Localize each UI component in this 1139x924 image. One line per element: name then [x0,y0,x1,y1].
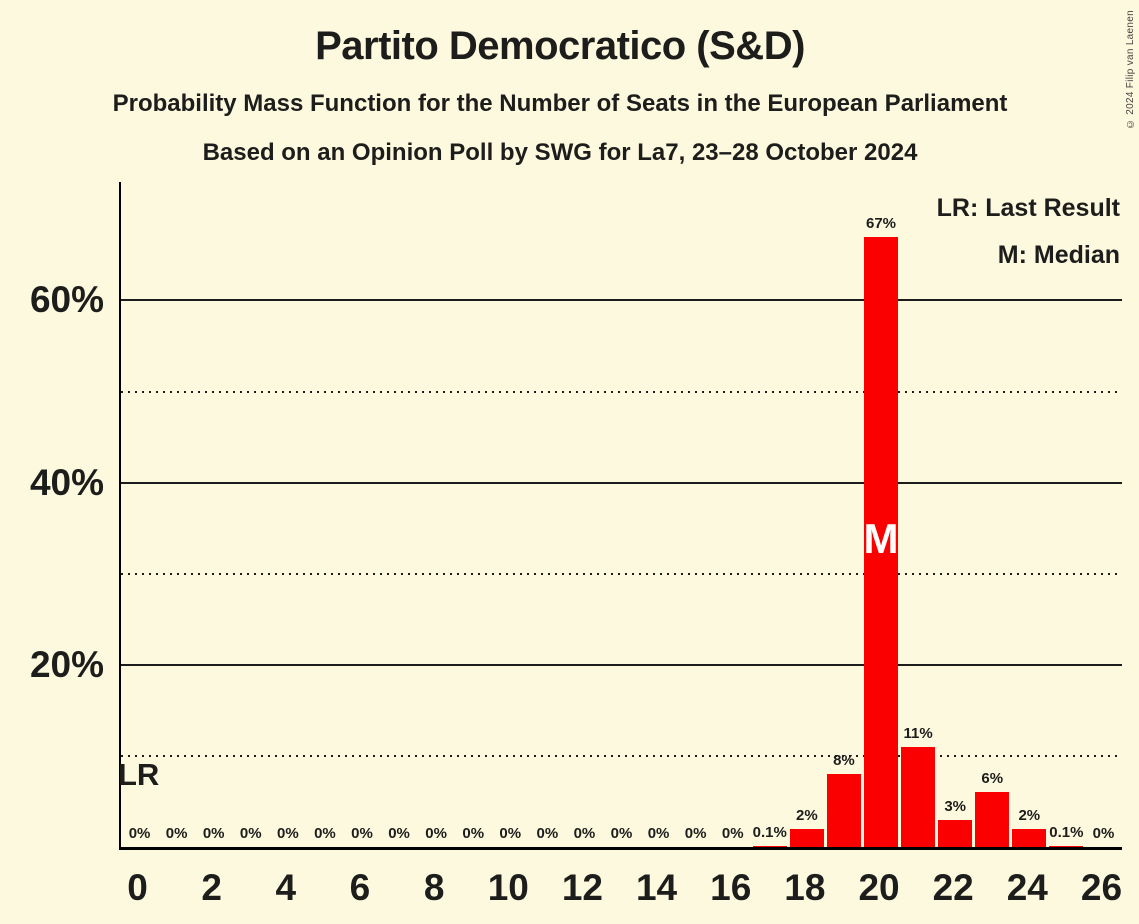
bar-value-label-seat-8: 0% [425,825,447,842]
bar-value-label-seat-23: 6% [981,770,1004,788]
bar-value-label-seat-2: 0% [202,825,225,842]
plot-area: LR 0% 0% 0% 0% 0% 0% 0% 0% 0% 0% 0% 0% 0% 0% 0% 0% 0% 0.1… [118,182,1122,850]
x-tick-14: 14 [635,867,678,908]
y-tick-20: 20% [29,643,104,685]
y-tick-60: 60% [29,279,104,321]
bar-value-label-seat-26: 0% [1092,825,1115,842]
x-tick-0: 0 [127,867,148,908]
bar-value-label-seat-16: 0% [721,825,744,842]
bar-value-label-seat-18: 2% [796,806,818,824]
bar-value-label-seat-13: 0% [610,825,633,842]
bar-value-label-seat-7: 0% [388,825,410,842]
bar-value-label-seat-1: 0% [165,825,188,842]
x-tick-18: 18 [784,867,826,908]
bar-seat-18 [789,829,824,847]
x-tick-16: 16 [710,867,752,908]
bar-value-label-seat-24: 2% [1018,806,1041,824]
x-tick-26: 26 [1080,867,1123,908]
gridline-solid-20 [121,663,1122,666]
bar-value-label-seat-4: 0% [276,825,299,842]
legend: LR: Last Result M: Median [937,185,1120,279]
gridline-dotted-50 [121,390,1122,393]
chart-subtitle: Probability Mass Function for the Number… [112,90,1008,117]
x-tick-8: 8 [423,867,445,908]
bar-seat-25 [1049,846,1084,847]
x-tick-4: 4 [275,867,297,908]
bar-value-label-seat-25: 0.1% [1049,824,1084,842]
gridline-dotted-30 [121,572,1122,575]
gridline-solid-40 [121,481,1122,484]
x-tick-6: 6 [349,867,371,908]
bar-value-label-seat-10: 0% [499,825,522,842]
bar-seat-19 [826,774,861,847]
bar-value-label-seat-17: 0.1% [752,824,787,842]
gridline-solid-60 [121,299,1122,302]
x-tick-22: 22 [932,867,974,908]
x-tick-12: 12 [561,867,603,908]
x-tick-20: 20 [858,867,900,908]
bar-value-label-seat-21: 11% [903,724,933,742]
legend-last-result: LR: Last Result [936,194,1120,222]
legend-median: M: Median [997,241,1120,269]
bar-seat-20 [864,237,899,847]
bar-seat-17 [752,846,787,847]
bar-value-label-seat-19: 8% [833,752,855,770]
y-tick-40: 40% [29,461,104,503]
chart-source-line: Based on an Opinion Poll by SWG for La7,… [202,139,918,166]
bar-value-label-seat-12: 0% [573,825,596,842]
bar-value-label-seat-11: 0% [536,825,559,842]
bar-value-label-seat-0: 0% [128,825,151,842]
bar-value-label-seat-15: 0% [684,825,707,842]
bar-value-label-seat-6: 0% [351,825,373,842]
bar-value-label-seat-14: 0% [647,825,670,842]
bar-value-label-seat-9: 0% [462,825,485,842]
bar-value-label-seat-22: 3% [944,797,966,815]
x-tick-24: 24 [1006,867,1048,908]
bar-value-label-seat-5: 0% [314,825,336,842]
bar-seat-24 [1012,829,1047,847]
bar-seat-23 [975,792,1010,847]
last-result-label: LR [118,757,160,792]
gridline-dotted-10 [121,754,1122,757]
copyright-text: © 2024 Filip van Laenen [1125,10,1136,130]
chart-title: Partito Democratico (S&D) [315,24,805,68]
bar-value-label-seat-20: 67% [866,214,897,232]
bar-seat-22 [938,820,973,847]
median-marker: M [863,514,899,562]
x-tick-10: 10 [487,867,529,908]
bar-seat-21 [901,747,936,847]
bar-value-label-seat-3: 0% [239,825,262,842]
x-tick-2: 2 [201,867,222,908]
